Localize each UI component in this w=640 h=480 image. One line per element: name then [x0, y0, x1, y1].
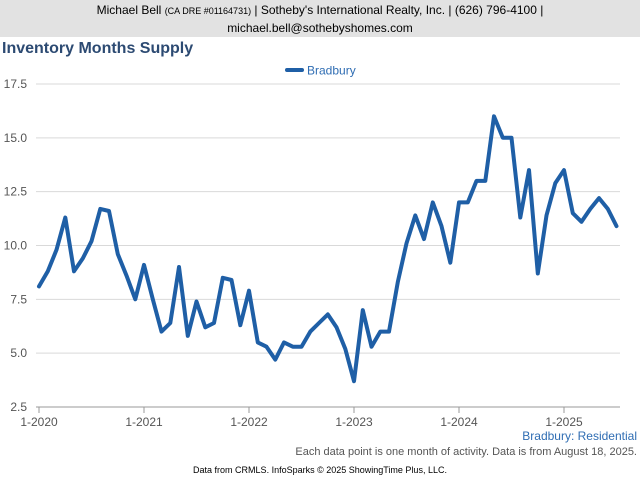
data-point: [606, 207, 610, 211]
series-layer: [37, 114, 619, 384]
data-point: [510, 136, 513, 140]
data-point: [142, 263, 146, 267]
agent-header-line1: Michael Bell (CA DRE #01164731) | Sotheb…: [0, 2, 640, 20]
data-point: [335, 325, 338, 329]
data-point: [352, 379, 356, 383]
y-tick-label: 15.0: [4, 131, 28, 145]
x-tick-label: 1-2024: [440, 415, 478, 429]
y-tick-label: 10.0: [4, 239, 28, 253]
data-point: [343, 347, 347, 351]
data-point: [116, 252, 120, 256]
data-point: [527, 168, 531, 172]
data-point: [125, 274, 128, 278]
data-point: [457, 200, 461, 204]
data-point: [588, 207, 592, 211]
data-point: [571, 211, 575, 215]
y-tick-label: 2.5: [10, 400, 27, 414]
data-point: [317, 321, 321, 325]
data-point: [63, 216, 67, 220]
data-point: [597, 196, 601, 200]
data-point: [615, 224, 618, 228]
agent-license: (CA DRE #01164731): [164, 6, 252, 16]
data-point: [326, 312, 330, 316]
data-point: [221, 276, 225, 280]
agent-name: Michael Bell: [96, 3, 162, 17]
x-tick-label: 1-2025: [545, 415, 583, 429]
data-point: [562, 168, 566, 172]
agent-email: michael.bell@sothebyshomes.com: [227, 21, 413, 35]
legend-label: Bradbury: [307, 64, 356, 78]
data-point: [186, 334, 190, 338]
data-point: [177, 265, 181, 269]
legend: Bradbury: [285, 64, 356, 78]
data-point: [203, 325, 207, 329]
y-tick-label: 12.5: [4, 185, 28, 199]
agent-header: Michael Bell (CA DRE #01164731) | Sotheb…: [0, 0, 640, 37]
data-point: [396, 280, 400, 284]
data-credit: Data from CRMLS. InfoSparks © 2025 Showi…: [193, 465, 447, 475]
data-point: [256, 340, 260, 344]
data-point: [133, 297, 137, 301]
data-point: [580, 220, 583, 224]
data-point: [422, 237, 426, 241]
series-line-bradbury: [37, 114, 619, 384]
data-point: [413, 213, 417, 217]
data-point: [55, 248, 58, 252]
data-point: [501, 136, 505, 140]
data-point: [553, 181, 557, 185]
data-point: [107, 209, 111, 213]
data-point: [195, 299, 198, 303]
data-point: [238, 323, 242, 327]
data-point: [46, 269, 50, 273]
y-tick-label: 17.5: [4, 77, 28, 91]
grid-lines: [36, 83, 620, 408]
data-point: [168, 321, 172, 325]
data-point: [81, 256, 85, 260]
data-point: [160, 330, 163, 334]
axes: 2.5 5.0 7.5 10.0 12.5 15.0 17.5 1-2020 1-2021 1-2…: [4, 77, 620, 429]
data-point: [273, 358, 277, 362]
data-point: [361, 308, 365, 312]
data-point: [247, 289, 251, 293]
data-point: [230, 278, 233, 282]
data-point: [151, 297, 155, 301]
x-tick-label: 1-2023: [335, 415, 373, 429]
y-tick-label: 5.0: [10, 346, 27, 360]
x-tick-label: 1-2021: [125, 415, 163, 429]
data-footnote: Each data point is one month of activity…: [295, 446, 637, 458]
data-point: [405, 241, 408, 245]
data-point: [518, 216, 522, 220]
data-point: [466, 200, 470, 204]
data-point: [308, 330, 312, 334]
data-point: [483, 179, 487, 183]
data-point: [72, 269, 76, 273]
data-point: [545, 213, 548, 217]
y-tick-label: 7.5: [10, 292, 27, 306]
series-caption: Bradbury: Residential: [522, 429, 637, 443]
data-point: [212, 321, 216, 325]
data-point: [378, 330, 382, 334]
data-point: [448, 261, 452, 265]
data-point: [37, 284, 41, 288]
data-point: [475, 179, 478, 183]
data-point: [282, 340, 286, 344]
agent-company-phone: | Sotheby's International Realty, Inc. |…: [254, 3, 544, 17]
data-point: [291, 345, 295, 349]
data-point: [90, 239, 93, 243]
data-point: [265, 345, 268, 349]
chart-title: Inventory Months Supply: [2, 40, 194, 57]
data-point: [492, 114, 496, 118]
x-tick-label: 1-2020: [20, 415, 58, 429]
data-point: [370, 345, 373, 349]
data-point: [98, 207, 102, 211]
data-point: [536, 271, 540, 275]
data-point: [300, 345, 303, 349]
x-tick-label: 1-2022: [230, 415, 268, 429]
data-point: [431, 200, 435, 204]
data-point: [440, 224, 443, 228]
data-point: [387, 330, 391, 334]
